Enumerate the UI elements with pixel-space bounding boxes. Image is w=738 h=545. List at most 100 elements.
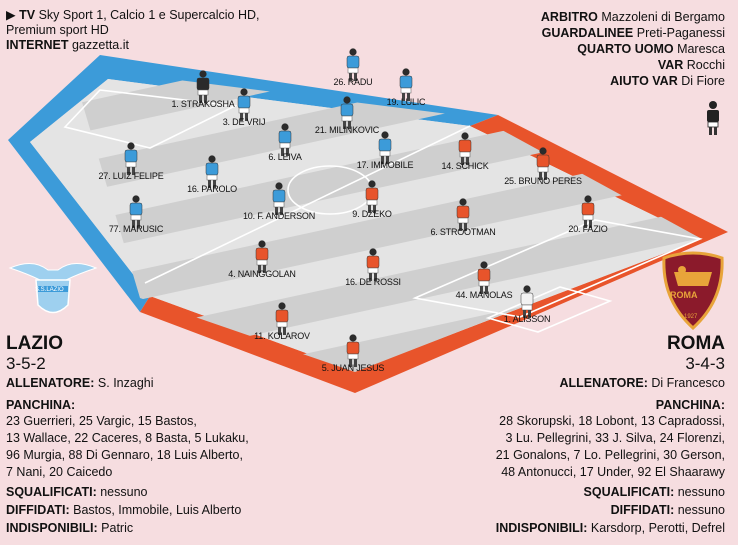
roma-player-figure-icon [458, 132, 472, 165]
roma-player-label: 20. FAZIO [568, 224, 608, 234]
official-linesmen: GUARDALINEE Preti-Paganessi [541, 25, 725, 41]
roma-player-figure-icon [275, 302, 289, 335]
unavailable-value: Patric [101, 521, 134, 535]
roma-bench-line: 48 Antonucci, 17 Under, 92 El Shaarawy [501, 465, 725, 479]
lazio-bench-label: PANCHINA: [6, 398, 76, 412]
roma-player-figure-icon [477, 261, 491, 294]
warned-value: nessuno [677, 503, 725, 517]
lazio-player-label: 6. LEIVA [268, 152, 302, 162]
roma-player-label: 9. DZEKO [352, 209, 392, 219]
lazio-logo-icon [8, 263, 98, 314]
roma-unavailable: INDISPONIBILI: Karsdorp, Perotti, Defrel [496, 521, 725, 536]
official-role: VAR [657, 58, 684, 72]
coach-label: ALLENATORE: [559, 376, 648, 390]
roma-module: 3-4-3 [685, 354, 725, 373]
tv-label: TV [19, 8, 36, 22]
lazio-player-figure-icon [237, 88, 251, 121]
lazio-bench-line: 7 Nani, 20 Caicedo [6, 465, 113, 479]
lazio-bench-line: 13 Wallace, 22 Caceres, 8 Basta, 5 Lukak… [6, 431, 249, 445]
official-var: VAR Rocchi [541, 57, 725, 73]
roma-bench-line: 28 Skorupski, 18 Lobont, 13 Capradossi, [499, 414, 725, 428]
warned-label: DIFFIDATI: [6, 503, 70, 517]
lazio-logo-text: S.S.LAZIO [35, 287, 64, 293]
roma-logo-year: 1927 [684, 314, 698, 320]
lazio-player-figure-icon [272, 182, 286, 215]
roma-bench-line: 3 Lu. Pellegrini, 33 J. Silva, 24 Floren… [505, 431, 725, 445]
official-name: Di Fiore [681, 74, 725, 88]
roma-player-figure-icon [536, 147, 550, 180]
roma-player-label: 11. KOLAROV [254, 331, 310, 341]
lazio-player-label: 17. IMMOBILE [356, 160, 414, 170]
internet-value: gazzetta.it [71, 38, 129, 52]
official-name: Mazzoleni di Bergamo [601, 10, 725, 24]
roma-player-label: 14. SCHICK [441, 161, 489, 171]
coach-name: S. Inzaghi [97, 376, 154, 390]
coach-name: Di Francesco [651, 376, 725, 390]
suspended-value: nessuno [677, 485, 725, 499]
roma-player-label: 1. ALISSON [503, 314, 551, 324]
lazio-team-name: LAZIO [6, 333, 63, 354]
official-role: AIUTO VAR [610, 74, 678, 88]
official-name: Rocchi [686, 58, 725, 72]
lazio-player-figure-icon [129, 195, 143, 228]
official-fourth: QUARTO UOMO Maresca [541, 41, 725, 57]
officials: ARBITRO Mazzoleni di Bergamo GUARDALINEE… [541, 9, 725, 89]
official-name: Preti-Paganessi [636, 26, 725, 40]
lazio-player-figure-icon [205, 155, 219, 188]
coach-label: ALLENATORE: [6, 376, 95, 390]
roma-player-figure-icon [365, 180, 379, 213]
broadcast-tv-line2: Premium sport HD [6, 23, 109, 37]
roma-player-figure-icon [520, 285, 534, 318]
broadcast-internet: INTERNET gazzetta.it [6, 38, 129, 53]
lazio-bench-line: 23 Guerrieri, 25 Vargic, 15 Bastos, [6, 414, 197, 428]
roma-player-label: 16. DE ROSSI [345, 277, 401, 287]
lazio-player-label: 21. MILINKOVIC [314, 125, 380, 135]
unavailable-value: Karsdorp, Perotti, Defrel [590, 521, 725, 535]
roma-player-label: 6. STROOTMAN [430, 227, 496, 237]
suspended-label: SQUALIFICATI: [6, 485, 97, 499]
roma-player-figure-icon [581, 195, 595, 228]
roma-warned: DIFFIDATI: nessuno [611, 503, 725, 518]
lazio-module: 3-5-2 [6, 354, 46, 373]
roma-team-name: ROMA [666, 333, 725, 354]
lazio-player-figure-icon [196, 70, 210, 103]
tv-value: Sky Sport 1, Calcio 1 e Supercalcio HD, [38, 8, 260, 22]
roma-suspended: SQUALIFICATI: nessuno [584, 485, 725, 500]
lazio-coach: ALLENATORE: S. Inzaghi [6, 376, 154, 391]
lazio-player-label: 10. F. ANDERSON [242, 211, 316, 221]
roma-player-figure-icon [456, 198, 470, 231]
lazio-player-label: 77. MARUSIC [108, 224, 164, 234]
broadcast-tv: ▶ TV Sky Sport 1, Calcio 1 e Supercalcio… [6, 8, 260, 23]
roma-coach: ALLENATORE: Di Francesco [559, 376, 725, 391]
roma-player-figure-icon [366, 248, 380, 281]
lazio-player-figure-icon [124, 142, 138, 175]
lazio-player-label: 27. LUIZ FELIPE [98, 171, 164, 181]
warned-value: Bastos, Immobile, Luis Alberto [73, 503, 242, 517]
lazio-player-label: 19. LULIC [386, 97, 426, 107]
roma-player-figure-icon [255, 240, 269, 273]
roma-logo-icon [662, 251, 724, 330]
roma-bench-line: 21 Gonalons, 7 Lo. Pellegrini, 30 Gerson… [495, 448, 725, 462]
official-referee: ARBITRO Mazzoleni di Bergamo [541, 9, 725, 25]
lazio-player-figure-icon [278, 123, 292, 156]
roma-player-label: 5. JUAN JESUS [321, 363, 385, 373]
lazio-player-figure-icon [340, 96, 354, 129]
roma-player-label: 25. BRUNO PERES [504, 176, 582, 186]
lazio-player-label: 3. DE VRIJ [222, 117, 266, 127]
suspended-label: SQUALIFICATI: [583, 485, 675, 499]
lazio-unavailable: INDISPONIBILI: Patric [6, 521, 133, 536]
lazio-player-figure-icon [399, 68, 413, 101]
lazio-player-label: 26. RADU [333, 77, 373, 87]
lazio-player-figure-icon [378, 131, 392, 164]
official-avar: AIUTO VAR Di Fiore [541, 73, 725, 89]
referee-figure-icon [707, 101, 719, 135]
suspended-value: nessuno [100, 485, 148, 499]
arrow-icon: ▶ [6, 8, 16, 22]
internet-label: INTERNET [6, 38, 69, 52]
lazio-suspended: SQUALIFICATI: nessuno [6, 485, 147, 500]
warned-label: DIFFIDATI: [610, 503, 675, 517]
official-name: Maresca [677, 42, 725, 56]
roma-player-label: 4. NAINGGOLAN [228, 269, 296, 279]
roma-player-label: 44. MANOLAS [455, 290, 513, 300]
